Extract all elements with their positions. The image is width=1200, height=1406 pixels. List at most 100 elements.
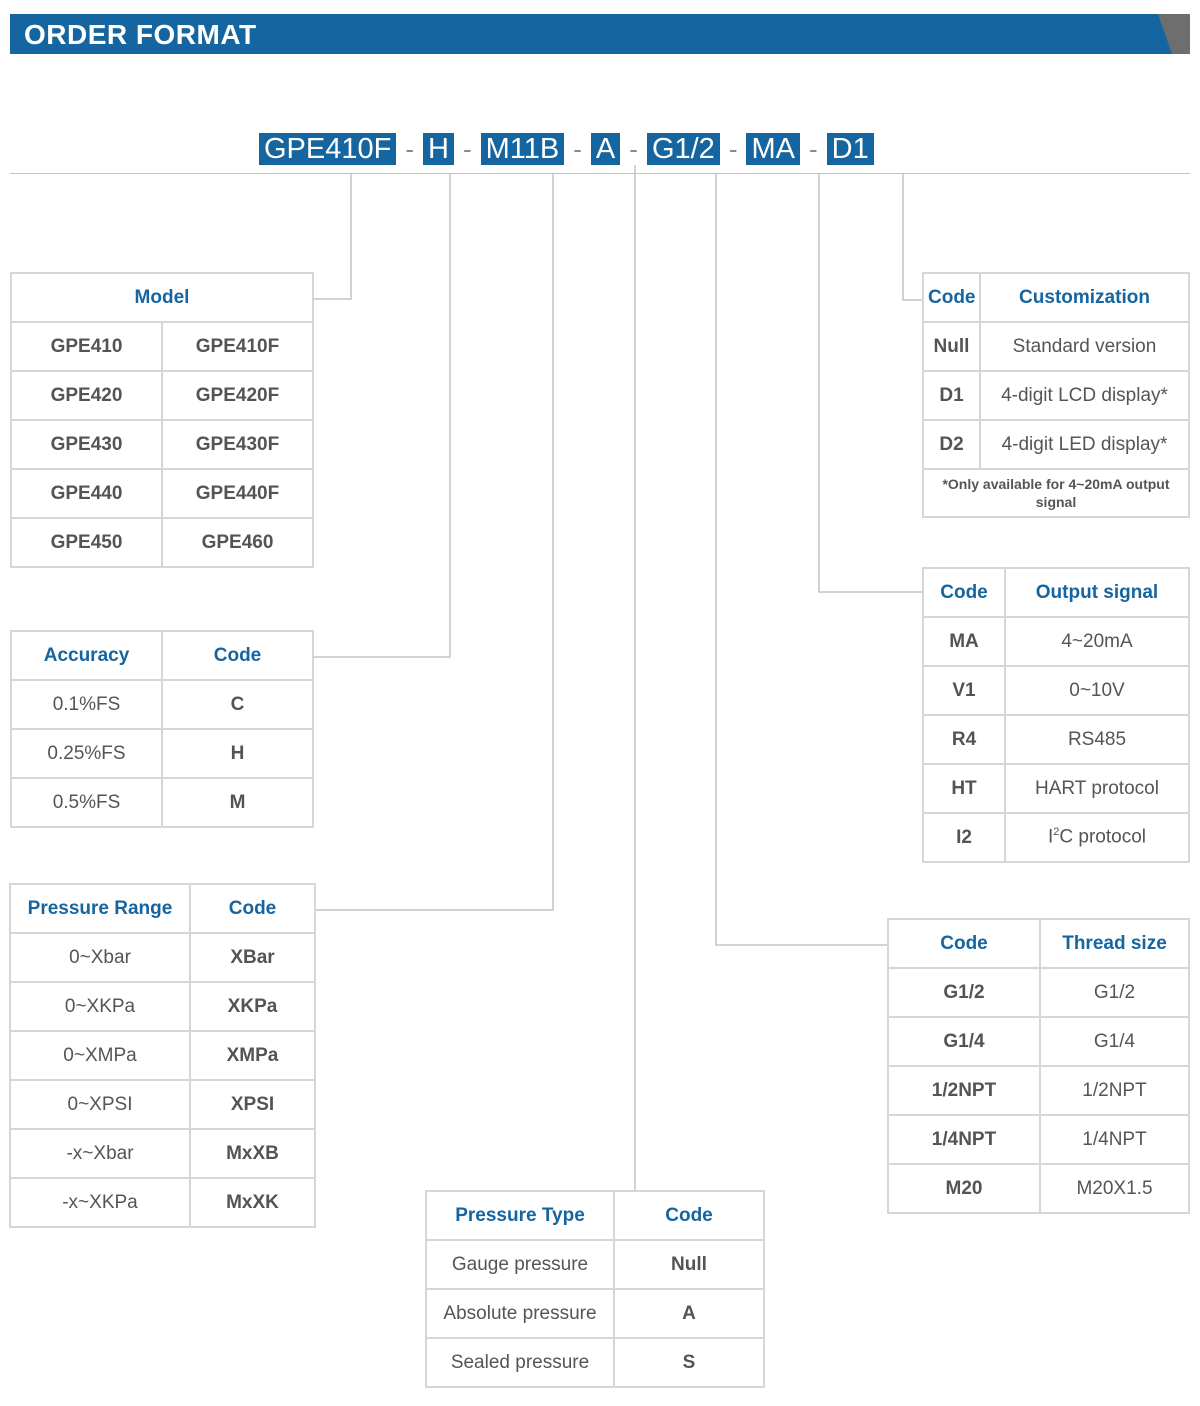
- range-code: MxXB: [189, 1128, 316, 1179]
- code-separator: -: [462, 134, 472, 164]
- table-row: 0.25%FS H: [10, 728, 314, 779]
- range-value: 0~XKPa: [9, 981, 191, 1032]
- accuracy-code: M: [161, 777, 314, 828]
- code-segment-pressure-type: A: [590, 133, 621, 165]
- pressure-type-header: Pressure Type: [425, 1190, 615, 1241]
- order-code: GPE410F - H - M11B - A - G1/2 - MA - D1: [259, 133, 874, 165]
- table-row: -x~XKPa MxXK: [9, 1177, 316, 1228]
- output-value: RS485: [1004, 714, 1190, 765]
- output-value: 4~20mA: [1004, 616, 1190, 667]
- accuracy-header: Accuracy: [10, 630, 163, 681]
- thread-code: 1/2NPT: [887, 1065, 1041, 1116]
- model-cell: GPE420: [10, 370, 163, 421]
- customization-value: 4-digit LED display*: [979, 419, 1190, 470]
- code-header: Code: [161, 630, 314, 681]
- output-code: MA: [922, 616, 1006, 667]
- accuracy-table: Accuracy Code 0.1%FS C 0.25%FS H 0.5%FS …: [10, 630, 314, 828]
- range-value: 0~XMPa: [9, 1030, 191, 1081]
- table-row: Null Standard version: [922, 321, 1190, 372]
- range-value: -x~XKPa: [9, 1177, 191, 1228]
- customization-header: Customization: [979, 272, 1190, 323]
- table-row: GPE440 GPE440F: [10, 468, 314, 519]
- section-title: ORDER FORMAT: [24, 19, 257, 50]
- code-segment-accuracy: H: [423, 133, 454, 165]
- output-signal-table: Code Output signal MA 4~20mA V1 0~10V R4…: [922, 567, 1190, 863]
- connector-thread: [715, 174, 887, 946]
- code-header: Code: [887, 918, 1041, 969]
- code-segment-output: MA: [746, 133, 800, 165]
- table-row: V1 0~10V: [922, 665, 1190, 716]
- code-segment-thread: G1/2: [646, 133, 720, 165]
- table-row: HT HART protocol: [922, 763, 1190, 814]
- table-row: 0~XPSI XPSI: [9, 1079, 316, 1130]
- customization-code: D1: [922, 370, 981, 421]
- thread-value: M20X1.5: [1039, 1163, 1190, 1214]
- thread-code: G1/4: [887, 1016, 1041, 1067]
- pressure-type-value: Gauge pressure: [425, 1239, 615, 1290]
- i2c-suffix: C protocol: [1059, 826, 1146, 848]
- model-header: Model: [10, 272, 314, 323]
- model-cell: GPE410: [10, 321, 163, 372]
- model-cell: GPE440: [10, 468, 163, 519]
- table-row: Sealed pressure S: [425, 1337, 765, 1388]
- code-separator: -: [573, 134, 582, 164]
- accuracy-value: 0.25%FS: [10, 728, 163, 779]
- table-row: -x~Xbar MxXB: [9, 1128, 316, 1179]
- table-row: 0.5%FS M: [10, 777, 314, 828]
- thread-value: 1/2NPT: [1039, 1065, 1190, 1116]
- accuracy-value: 0.1%FS: [10, 679, 163, 730]
- output-signal-header: Output signal: [1004, 567, 1190, 618]
- table-row: M20 M20X1.5: [887, 1163, 1190, 1214]
- customization-code: Null: [922, 321, 981, 372]
- accuracy-code: C: [161, 679, 314, 730]
- range-code: XPSI: [189, 1079, 316, 1130]
- divider-line: [10, 173, 1190, 174]
- range-code: XKPa: [189, 981, 316, 1032]
- table-row: Gauge pressure Null: [425, 1239, 765, 1290]
- range-value: 0~XPSI: [9, 1079, 191, 1130]
- pressure-range-table: Pressure Range Code 0~Xbar XBar 0~XKPa X…: [9, 883, 316, 1228]
- customization-value: Standard version: [979, 321, 1190, 372]
- table-row: D1 4-digit LCD display*: [922, 370, 1190, 421]
- thread-code: G1/2: [887, 967, 1041, 1018]
- table-row: 0~Xbar XBar: [9, 932, 316, 983]
- output-code: V1: [922, 665, 1006, 716]
- customization-table: Code Customization Null Standard version…: [922, 272, 1190, 518]
- table-row: G1/4 G1/4: [887, 1016, 1190, 1067]
- output-code: HT: [922, 763, 1006, 814]
- range-value: -x~Xbar: [9, 1128, 191, 1179]
- pressure-type-code: A: [613, 1288, 765, 1339]
- customization-code: D2: [922, 419, 981, 470]
- connector-output: [818, 174, 922, 593]
- thread-value: G1/2: [1039, 967, 1190, 1018]
- table-row: GPE450 GPE460: [10, 517, 314, 568]
- accuracy-value: 0.5%FS: [10, 777, 163, 828]
- thread-value: G1/4: [1039, 1016, 1190, 1067]
- table-row: Absolute pressure A: [425, 1288, 765, 1339]
- accuracy-code: H: [161, 728, 314, 779]
- table-row: I2 I2C protocol: [922, 812, 1190, 863]
- output-value: I2C protocol: [1004, 812, 1190, 863]
- connector-accuracy: [314, 174, 451, 658]
- model-cell: GPE410F: [161, 321, 314, 372]
- pressure-type-table: Pressure Type Code Gauge pressure Null A…: [425, 1190, 765, 1388]
- code-separator: -: [629, 134, 638, 164]
- footnote: *Only available for 4~20mA output signal: [922, 468, 1190, 518]
- pressure-type-code: S: [613, 1337, 765, 1388]
- table-row: GPE420 GPE420F: [10, 370, 314, 421]
- model-cell: GPE450: [10, 517, 163, 568]
- connector-model: [314, 174, 352, 300]
- table-row: 1/4NPT 1/4NPT: [887, 1114, 1190, 1165]
- code-header: Code: [922, 567, 1006, 618]
- range-code: MxXK: [189, 1177, 316, 1228]
- code-separator: -: [808, 134, 818, 164]
- range-code: XMPa: [189, 1030, 316, 1081]
- table-row: *Only available for 4~20mA output signal: [922, 468, 1190, 518]
- pressure-type-value: Sealed pressure: [425, 1337, 615, 1388]
- output-value: 0~10V: [1004, 665, 1190, 716]
- customization-value: 4-digit LCD display*: [979, 370, 1190, 421]
- model-cell: GPE420F: [161, 370, 314, 421]
- thread-size-header: Thread size: [1039, 918, 1190, 969]
- output-code: R4: [922, 714, 1006, 765]
